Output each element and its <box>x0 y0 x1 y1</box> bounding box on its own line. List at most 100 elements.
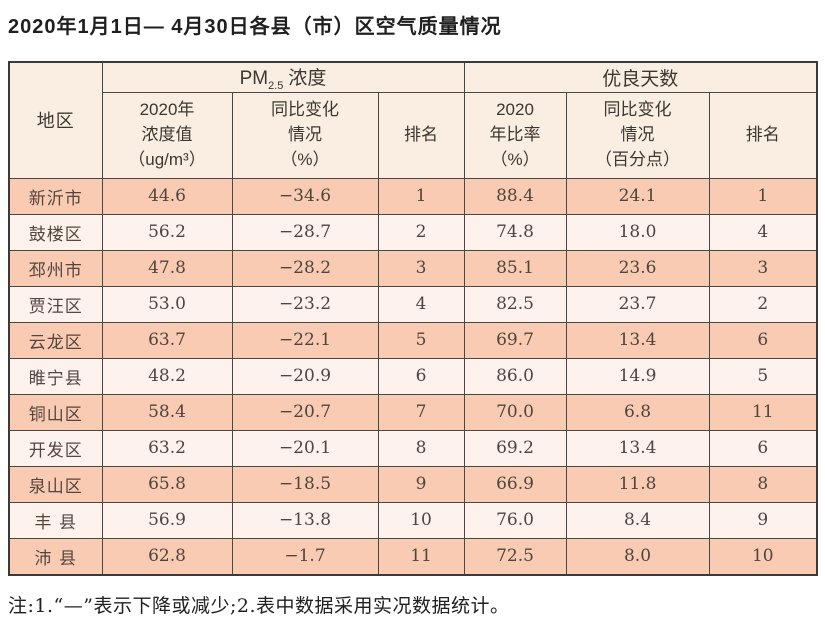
column-header-good-ratio: 2020 年比率 （%） <box>463 91 567 179</box>
cell-pm-rank: 3 <box>377 249 465 287</box>
cell-pm-rank: 4 <box>377 285 465 323</box>
pm25-label-suffix: 浓度 <box>288 68 327 89</box>
cell-region: 云龙区 <box>8 321 103 359</box>
cell-region: 新沂市 <box>8 177 103 215</box>
cell-good-change: 24.1 <box>565 177 710 215</box>
cell-pm-change: −20.9 <box>231 357 379 395</box>
cell-good-ratio: 70.0 <box>463 393 567 431</box>
cell-pm-value: 62.8 <box>101 537 233 576</box>
footnote: 注:1.“—”表示下降或减少;2.表中数据采用实况数据统计。 <box>8 594 510 617</box>
cell-good-ratio: 69.7 <box>463 321 567 359</box>
cell-good-ratio: 66.9 <box>463 465 567 503</box>
cell-good-rank: 6 <box>708 321 818 359</box>
cell-good-rank: 2 <box>708 285 818 323</box>
column-header-region: 地区 <box>8 61 103 179</box>
header-sub-row: 2020年 浓度值 （ug/m³） 同比变化 情况 （%） 排名 2020 年比… <box>9 91 818 179</box>
cell-region: 丰 县 <box>8 501 103 539</box>
cell-good-rank: 11 <box>708 393 818 431</box>
cell-good-change: 18.0 <box>565 213 710 251</box>
cell-good-change: 14.9 <box>565 357 710 395</box>
cell-pm-change: −28.7 <box>231 213 379 251</box>
cell-good-rank: 9 <box>708 501 818 539</box>
cell-region: 贾汪区 <box>8 285 103 323</box>
column-header-pm-change: 同比变化 情况 （%） <box>231 91 379 179</box>
column-header-good-change: 同比变化 情况 （百分点） <box>565 91 710 179</box>
cell-pm-rank: 9 <box>377 465 465 503</box>
cell-pm-change: −1.7 <box>231 537 379 576</box>
cell-pm-value: 58.4 <box>101 393 233 431</box>
cell-good-ratio: 74.8 <box>463 213 567 251</box>
cell-good-rank: 6 <box>708 429 818 467</box>
cell-good-ratio: 85.1 <box>463 249 567 287</box>
table-row: 开发区 63.2 −20.1 8 69.2 13.4 6 <box>8 429 818 467</box>
cell-pm-change: −28.2 <box>231 249 379 287</box>
page-title: 2020年1月1日— 4月30日各县（市）区空气质量情况 <box>8 16 502 38</box>
cell-pm-rank: 5 <box>377 321 465 359</box>
cell-pm-rank: 6 <box>377 357 465 395</box>
table-row: 云龙区 63.7 −22.1 5 69.7 13.4 6 <box>8 321 818 359</box>
cell-good-rank: 1 <box>708 177 818 215</box>
cell-region: 睢宁县 <box>8 357 103 395</box>
table-row: 泉山区 65.8 −18.5 9 66.9 11.8 8 <box>8 465 818 503</box>
table-row: 沛 县 62.8 −1.7 11 72.5 8.0 10 <box>8 537 818 576</box>
cell-good-ratio: 76.0 <box>463 501 567 539</box>
cell-pm-change: −34.6 <box>231 177 379 215</box>
cell-good-rank: 5 <box>708 357 818 395</box>
air-quality-table: 地区 PM2.5 浓度 优良天数 2020年 浓度值 （ug/m³） 同比变化 情… <box>8 61 819 576</box>
cell-good-rank: 10 <box>708 537 818 576</box>
cell-good-change: 8.4 <box>565 501 710 539</box>
column-header-good-rank: 排名 <box>708 91 818 179</box>
cell-pm-rank: 8 <box>377 429 465 467</box>
cell-pm-change: −20.1 <box>231 429 379 467</box>
cell-good-change: 8.0 <box>565 537 710 576</box>
table-body: 新沂市 44.6 −34.6 1 88.4 24.1 1 鼓楼区 56.2 −2… <box>8 177 818 576</box>
table-row: 贾汪区 53.0 −23.2 4 82.5 23.7 2 <box>8 285 818 323</box>
cell-region: 铜山区 <box>8 393 103 431</box>
cell-pm-value: 56.9 <box>101 501 233 539</box>
column-header-pm-rank: 排名 <box>377 91 465 179</box>
column-group-pm25: PM2.5 浓度 <box>101 61 465 93</box>
cell-good-change: 6.8 <box>565 393 710 431</box>
table-row: 邳州市 47.8 −28.2 3 85.1 23.6 3 <box>8 249 818 287</box>
cell-good-change: 11.8 <box>565 465 710 503</box>
cell-pm-rank: 10 <box>377 501 465 539</box>
cell-good-ratio: 88.4 <box>463 177 567 215</box>
cell-good-ratio: 86.0 <box>463 357 567 395</box>
column-header-pm-value: 2020年 浓度值 （ug/m³） <box>101 91 233 179</box>
cell-pm-rank: 11 <box>377 537 465 576</box>
cell-pm-value: 63.7 <box>101 321 233 359</box>
pm25-label-prefix: PM <box>239 68 269 89</box>
cell-pm-value: 53.0 <box>101 285 233 323</box>
cell-region: 泉山区 <box>8 465 103 503</box>
cell-good-change: 23.6 <box>565 249 710 287</box>
cell-region: 鼓楼区 <box>8 213 103 251</box>
cell-good-change: 23.7 <box>565 285 710 323</box>
cell-pm-rank: 2 <box>377 213 465 251</box>
table-row: 睢宁县 48.2 −20.9 6 86.0 14.9 5 <box>8 357 818 395</box>
cell-pm-change: −20.7 <box>231 393 379 431</box>
cell-pm-value: 47.8 <box>101 249 233 287</box>
table-header: 地区 PM2.5 浓度 优良天数 2020年 浓度值 （ug/m³） 同比变化 情… <box>8 61 818 179</box>
column-group-good-days: 优良天数 <box>463 61 818 93</box>
cell-good-rank: 4 <box>708 213 818 251</box>
table-row: 丰 县 56.9 −13.8 10 76.0 8.4 9 <box>8 501 818 539</box>
cell-region: 开发区 <box>8 429 103 467</box>
cell-pm-change: −13.8 <box>231 501 379 539</box>
table-row: 鼓楼区 56.2 −28.7 2 74.8 18.0 4 <box>8 213 818 251</box>
cell-good-ratio: 82.5 <box>463 285 567 323</box>
cell-pm-change: −18.5 <box>231 465 379 503</box>
cell-region: 邳州市 <box>8 249 103 287</box>
cell-pm-value: 56.2 <box>101 213 233 251</box>
table-row: 新沂市 44.6 −34.6 1 88.4 24.1 1 <box>8 177 818 215</box>
cell-good-rank: 3 <box>708 249 818 287</box>
cell-good-ratio: 72.5 <box>463 537 567 576</box>
header-group-row: 地区 PM2.5 浓度 优良天数 <box>8 61 818 179</box>
cell-pm-value: 65.8 <box>101 465 233 503</box>
pm25-label-subscript: 2.5 <box>268 79 284 92</box>
cell-good-rank: 8 <box>708 465 818 503</box>
cell-good-ratio: 69.2 <box>463 429 567 467</box>
cell-pm-value: 44.6 <box>101 177 233 215</box>
cell-pm-value: 48.2 <box>101 357 233 395</box>
cell-pm-rank: 7 <box>377 393 465 431</box>
